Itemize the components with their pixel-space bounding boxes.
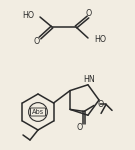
Text: HN: HN — [83, 75, 95, 84]
Text: Abs: Abs — [32, 109, 44, 115]
Text: O: O — [86, 9, 92, 18]
FancyBboxPatch shape — [31, 108, 45, 116]
Text: O: O — [97, 100, 103, 109]
Text: O: O — [77, 123, 83, 132]
Text: HO: HO — [94, 36, 106, 45]
Text: O: O — [34, 38, 40, 46]
Text: HO: HO — [22, 11, 34, 20]
